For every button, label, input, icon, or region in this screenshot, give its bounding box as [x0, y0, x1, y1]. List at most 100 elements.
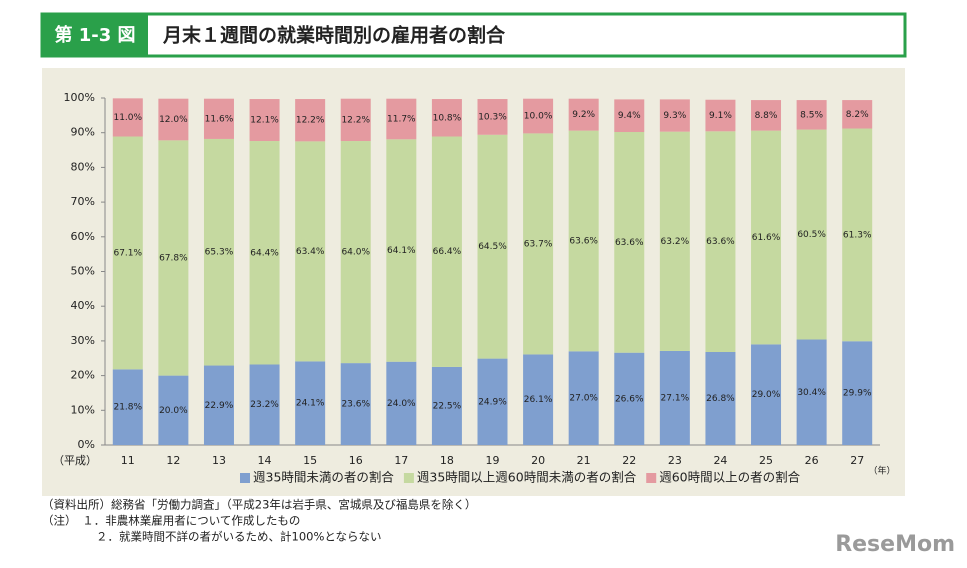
value-label: 10.0% [524, 112, 553, 122]
bar-segment [477, 99, 508, 135]
note: （注） １．非農林業雇用者について作成したもの [42, 514, 300, 528]
bar-segment [431, 99, 462, 137]
value-label: 64.1% [387, 246, 416, 256]
bar-segment [842, 100, 873, 129]
note: （資料出所）総務省「労働力調査」（平成23年は岩手県、宮城県及び福島県を除く） [42, 498, 476, 512]
y-tick-label: 70% [71, 195, 95, 208]
value-label: 22.9% [205, 401, 234, 411]
bar-segment [614, 352, 645, 445]
value-label: 9.2% [572, 110, 595, 120]
bar-segment [705, 131, 736, 353]
bar-segment [112, 369, 143, 445]
value-label: 11.6% [205, 114, 234, 124]
bar-segment [614, 132, 645, 353]
legend-label: 週60時間以上の者の割合 [659, 470, 800, 485]
bar-segment [295, 141, 326, 362]
x-tick-label: 25 [759, 454, 773, 467]
value-label: 23.6% [341, 400, 370, 410]
bar-segment [386, 98, 417, 140]
value-label: 61.3% [843, 230, 872, 240]
plot: 0% 10% 20% 30% 40% 50% 60% 70% 80% 90% 100% 11 21.8%… [53, 91, 896, 485]
bar-segment [386, 361, 417, 445]
x-tick-label: 20 [531, 454, 545, 467]
value-label: 24.9% [478, 397, 507, 407]
y-tick-label: 80% [71, 160, 95, 173]
value-label: 29.0% [752, 390, 781, 400]
bar-segment [295, 99, 326, 142]
bar-segment [523, 354, 554, 445]
value-label: 64.4% [250, 248, 279, 258]
legend-swatch [240, 473, 250, 483]
x-tick-label: 23 [668, 454, 682, 467]
bar-segment [796, 339, 827, 445]
bar-segment [431, 366, 462, 445]
x-tick-label: 21 [577, 454, 591, 467]
bar-segment [112, 98, 143, 137]
value-label: 12.2% [296, 116, 325, 126]
y-tick-label: 10% [71, 403, 95, 416]
x-tick-label: 22 [622, 454, 636, 467]
value-label: 63.6% [706, 237, 735, 247]
bar-segment [796, 129, 827, 340]
legend-swatch [403, 473, 414, 483]
value-label: 26.1% [524, 395, 553, 405]
x-tick-label: 17 [394, 454, 408, 467]
bar-segment [203, 98, 234, 139]
bar-segment [249, 141, 280, 365]
x-axis-unit: （年） [868, 465, 895, 477]
x-tick-label: 26 [805, 454, 819, 467]
value-label: 11.7% [387, 114, 416, 124]
bar-segment [249, 99, 280, 142]
x-tick-label: 19 [486, 454, 500, 467]
value-label: 27.0% [569, 394, 598, 404]
value-label: 12.0% [159, 115, 188, 125]
value-label: 63.4% [296, 247, 325, 257]
x-tick-label: 16 [349, 454, 363, 467]
header-label-box [42, 14, 148, 56]
bar-segment [659, 131, 690, 351]
bar-segment [659, 99, 690, 132]
x-tick-label: 27 [850, 454, 864, 467]
value-label: 24.0% [387, 399, 416, 409]
value-label: 22.5% [433, 401, 462, 411]
value-label: 9.1% [709, 111, 732, 121]
bar-segment [796, 100, 827, 130]
legend-label: 週35時間以上週60時間未満の者の割合 [417, 470, 637, 485]
value-label: 61.6% [752, 233, 781, 243]
bar-segment [340, 141, 371, 364]
bar-segment [659, 350, 690, 445]
x-tick-label: 24 [713, 454, 727, 467]
x-tick-label: 11 [121, 454, 135, 467]
value-label: 63.7% [524, 239, 553, 249]
note: ２．就業時間不詳の者がいるため、計100%とならない [96, 530, 382, 544]
value-label: 63.6% [569, 236, 598, 246]
value-label: 12.1% [250, 116, 279, 126]
value-label: 9.3% [663, 111, 686, 121]
value-label: 10.3% [478, 112, 507, 122]
legend-label: 週35時間未満の者の割合 [253, 470, 394, 485]
bar-segment [431, 136, 462, 367]
bar-segment [523, 98, 554, 134]
value-label: 23.2% [250, 400, 279, 410]
y-tick-label: 60% [71, 230, 95, 243]
value-label: 9.4% [618, 111, 641, 121]
bar-segment [523, 133, 554, 355]
bar-segment [568, 98, 599, 131]
bar-segment [477, 134, 508, 359]
value-label: 8.5% [800, 110, 823, 120]
value-label: 29.9% [843, 389, 872, 399]
value-label: 8.8% [755, 111, 778, 121]
bar-segment [614, 99, 645, 133]
y-tick-label: 40% [71, 299, 95, 312]
bar-segment [568, 351, 599, 445]
value-label: 12.2% [341, 115, 370, 125]
bar-segment [158, 98, 189, 141]
value-label: 65.3% [205, 248, 234, 258]
bar-segment [158, 375, 189, 445]
bar-segment [477, 358, 508, 445]
y-tick-label: 20% [71, 369, 95, 382]
bar-segment [295, 361, 326, 445]
value-label: 63.6% [615, 238, 644, 248]
value-label: 26.6% [615, 394, 644, 404]
